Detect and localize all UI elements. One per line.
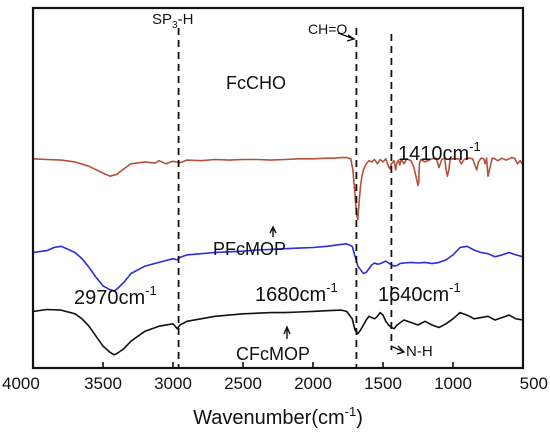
x-tick-label-1000: 1000 [434, 374, 472, 393]
pfcmop-pointer-arrow [269, 225, 277, 237]
ref-label-sp3-h: SP3-H [152, 11, 193, 31]
x-tick-label-500: 500 [520, 374, 548, 393]
cfcmop-pointer-arrow [283, 325, 291, 339]
peak-label-1680: 1680cm-1 [255, 280, 338, 306]
peak-label-1640: 1640cm-1 [378, 280, 461, 306]
series-label-pfcmop: PFcMOP [213, 239, 286, 259]
x-tick-label-2500: 2500 [224, 374, 262, 393]
series-line-fccho [32, 156, 524, 221]
x-axis-label: Wavenumber(cm-1) [193, 404, 363, 429]
series-label-cfcmop: CFcMOP [236, 344, 310, 364]
plot-frame [31, 6, 525, 370]
reference-lines [177, 28, 393, 368]
x-axis-ticks: 4000 3500 3000 2500 2000 1500 1000 500 [2, 362, 548, 393]
peak-label-2970: 2970cm-1 [74, 283, 157, 309]
x-tick-label-1500: 1500 [364, 374, 402, 393]
ref-label-ch-o: CH=O [308, 21, 347, 37]
x-tick-label-4000: 4000 [2, 374, 40, 393]
x-tick-label-3000: 3000 [154, 374, 192, 393]
nh-pointer-arrow [390, 345, 406, 355]
x-tick-label-3500: 3500 [84, 374, 122, 393]
x-tick-label-2000: 2000 [294, 374, 332, 393]
peak-label-1410: 1410cm-1 [398, 139, 481, 165]
series-label-fccho: FcCHO [226, 73, 286, 93]
ch-o-pointer-arrow [337, 32, 356, 42]
series-line-pfcmop [32, 243, 524, 292]
peak-label-nh: N-H [406, 343, 433, 360]
